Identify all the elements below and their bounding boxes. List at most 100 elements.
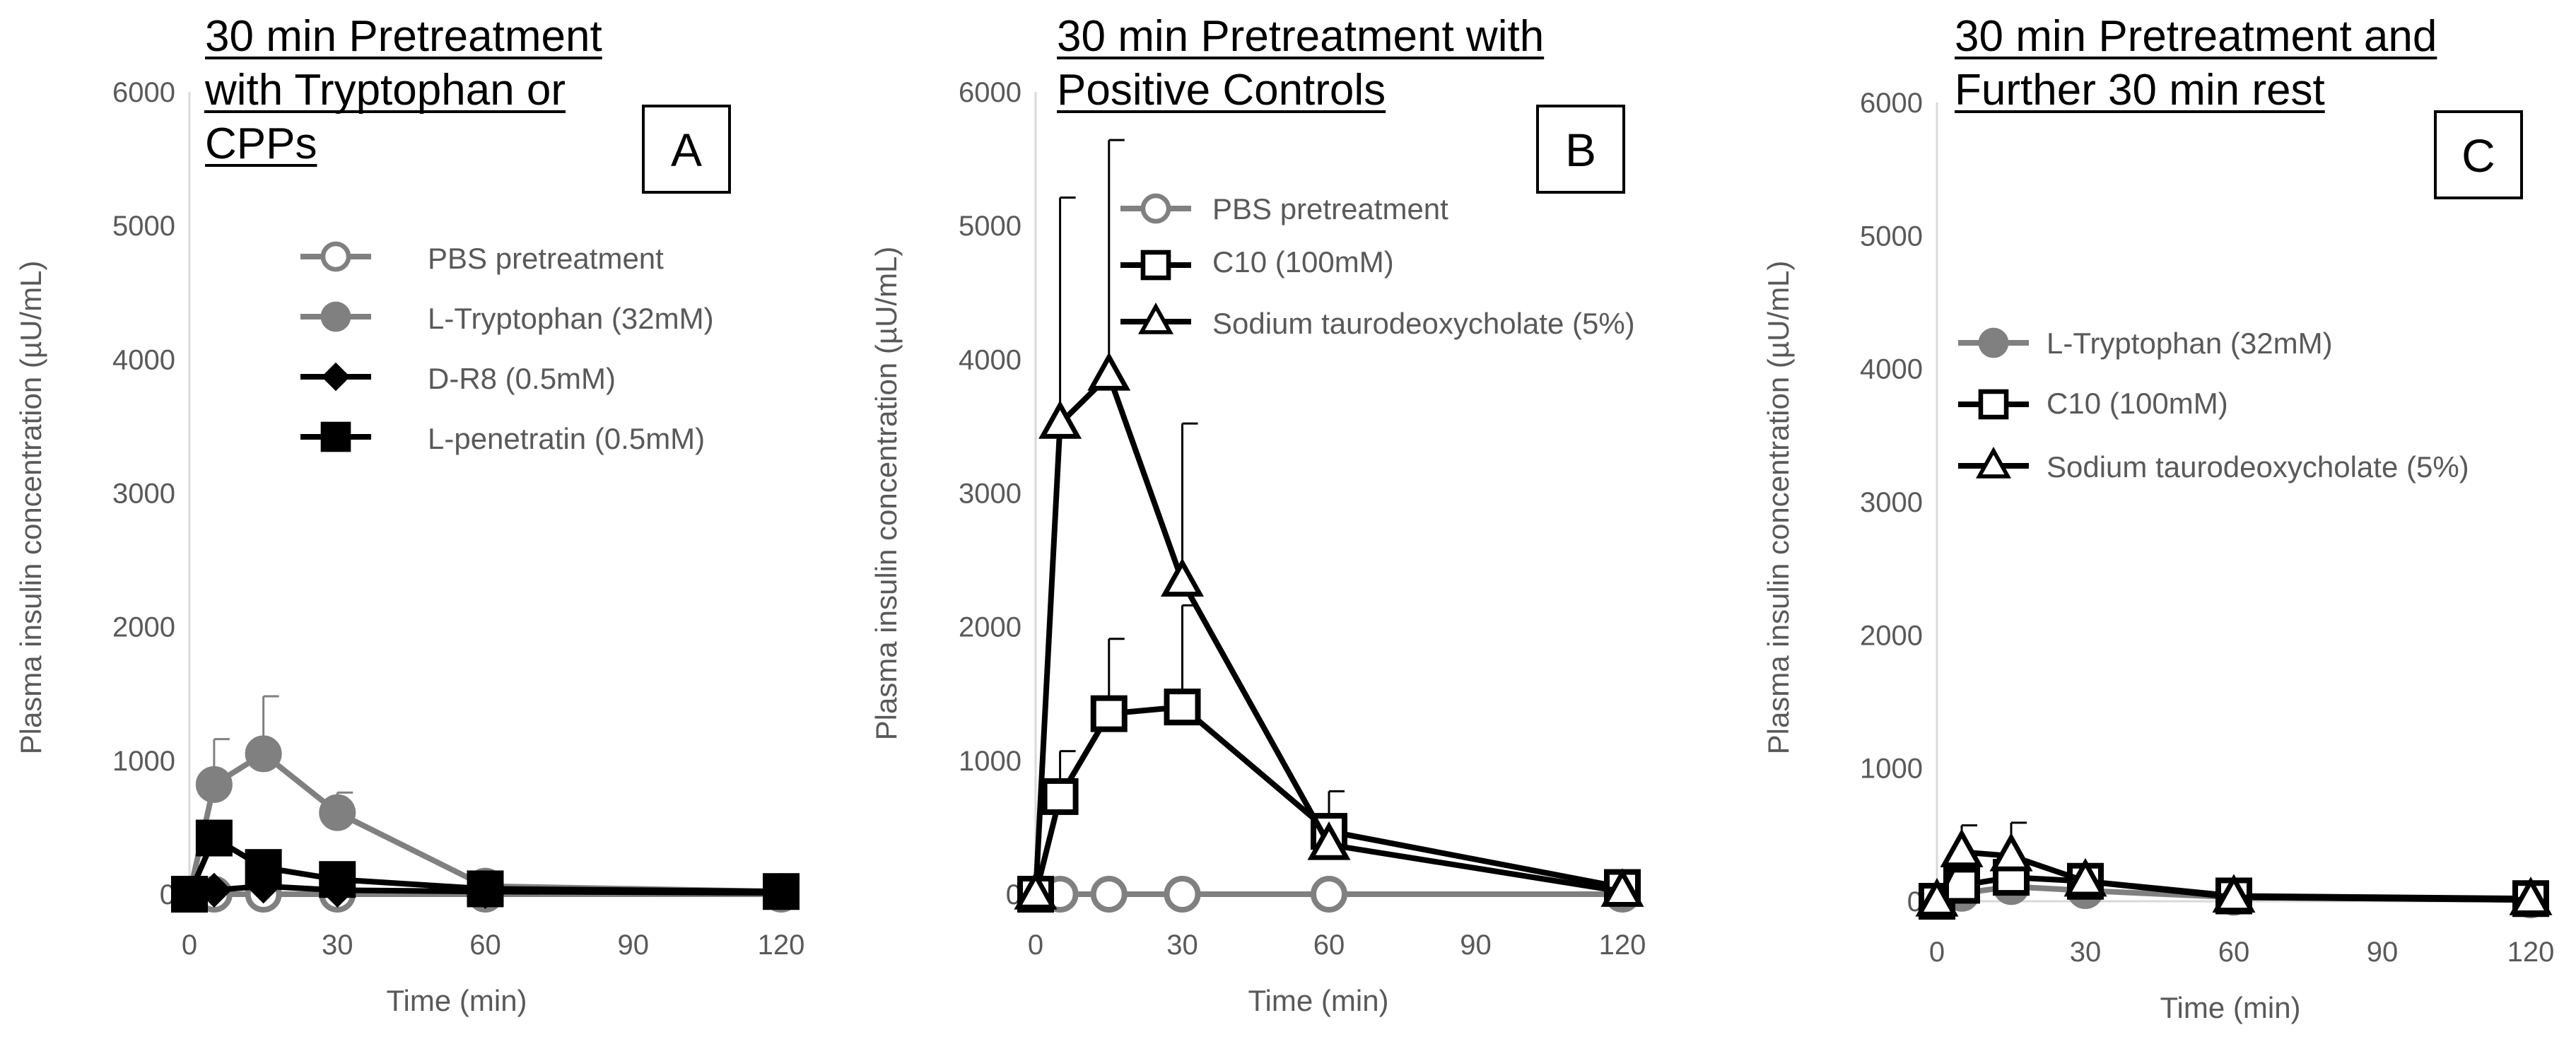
panel-c-legend-symbol xyxy=(1958,327,2029,358)
panel-c-title-line-1: 30 min Pretreatment and xyxy=(1955,12,2437,61)
panel-b-x-tick-label: 90 xyxy=(1460,930,1492,961)
panel-a-legend-label: D-R8 (0.5mM) xyxy=(428,362,616,395)
panel-b-y-axis-label: Plasma insulin concentration (µU/mL) xyxy=(870,247,903,741)
panel-a-legend-marker xyxy=(320,241,351,272)
panel-c-y-tick-label: 6000 xyxy=(1860,88,1923,119)
panel-b-legend-label: Sodium taurodeoxycholate (5%) xyxy=(1212,307,1635,340)
panel-b-y-tick-label: 6000 xyxy=(959,77,1021,108)
panel-a-title-underline xyxy=(204,57,602,167)
panel-a-data-point xyxy=(245,735,282,773)
panel-a-data-point xyxy=(171,876,208,913)
panel-a-title-line-2: with Tryptophan or xyxy=(204,66,566,115)
panel-a-title-line-1: 30 min Pretreatment xyxy=(205,12,602,61)
panel-b-plot-area xyxy=(1014,139,1644,913)
panel-c-label: C xyxy=(2461,129,2495,182)
panel-b-series-line xyxy=(1033,373,1623,895)
panel-a-y-tick-label: 4000 xyxy=(112,344,175,375)
panel-b-series xyxy=(1017,876,1641,913)
panel-b-data-point xyxy=(1014,871,1058,910)
panel-c-x-tick-label: 0 xyxy=(1929,937,1945,968)
panel-c-data-point xyxy=(2212,874,2256,913)
panel-a-label-box xyxy=(642,105,731,194)
panel-c-title-line-2: Further 30 min rest xyxy=(1955,66,2325,115)
panel-a-x-tick-label: 0 xyxy=(182,930,197,961)
panel-c-legend-label: Sodium taurodeoxycholate (5%) xyxy=(2047,450,2469,484)
panel-b-data-point xyxy=(1600,868,1644,907)
panel-c-label-box xyxy=(2434,110,2523,199)
panel-a-legend-label: L-penetratin (0.5mM) xyxy=(428,422,705,455)
panel-b-x-tick-label: 120 xyxy=(1599,930,1646,961)
panel-a-legend-marker xyxy=(320,421,351,452)
panel-b-data-point xyxy=(1161,558,1204,597)
panel-b-y-tick-label: 5000 xyxy=(959,211,1021,242)
panel-b-x-tick-label: 60 xyxy=(1313,930,1345,961)
panel-b-data-point xyxy=(1164,688,1201,726)
panel-b-legend: PBS pretreatment C10 (100mM) Sodium taur… xyxy=(1120,192,1635,340)
panel-b-legend-symbol xyxy=(1120,193,1191,224)
panel-b-title-underline xyxy=(1057,57,1545,113)
panel-c-data-point xyxy=(2063,857,2107,897)
panel-b-x-tick-label: 30 xyxy=(1166,930,1198,961)
panel-c-legend-item: C10 (100mM) xyxy=(1958,387,2228,420)
panel-c-x-tick-label: 30 xyxy=(2070,937,2102,968)
panel-a-x-tick-label: 90 xyxy=(618,930,650,961)
panel-a-title-line-3: CPPs xyxy=(205,119,317,168)
panel-c-legend-symbol xyxy=(1958,446,2029,479)
panel-b-label-box xyxy=(1536,105,1625,194)
panel-c-legend-item: Sodium taurodeoxycholate (5%) xyxy=(1958,446,2469,484)
panel-a-y-tick-label: 5000 xyxy=(112,211,175,242)
panel-b-y-tick-label: 1000 xyxy=(959,746,1021,777)
panel-c-y-tick-label: 3000 xyxy=(1860,487,1923,518)
panel-a-legend-marker xyxy=(321,362,351,392)
panel-b-x-axis-label: Time (min) xyxy=(1248,984,1388,1017)
panel-a-data-point xyxy=(245,849,282,886)
panel-b-title-line-2: Positive Controls xyxy=(1057,66,1386,115)
panel-c-x-tick-label: 120 xyxy=(2507,937,2555,968)
panel-a-y-tick-label: 3000 xyxy=(112,479,175,510)
panel-c-series xyxy=(1915,821,2553,917)
panel-c-legend: L-Tryptophan (32mM) C10 (100mM) Sodium t… xyxy=(1958,327,2469,484)
panel-a-legend-symbol xyxy=(300,241,371,272)
panel-a-legend-symbol xyxy=(300,301,371,332)
panel-c-x-axis-label: Time (min) xyxy=(2160,991,2300,1024)
panel-a-data-point xyxy=(195,766,233,803)
panel-c-y-tick-label: 4000 xyxy=(1860,354,1923,385)
panel-b-data-point xyxy=(1087,352,1131,391)
panel-a-data-point xyxy=(467,870,504,908)
panel-c-legend-label: L-Tryptophan (32mM) xyxy=(2047,327,2333,360)
panel-c-data-point xyxy=(1940,828,1984,867)
panel-b-series xyxy=(1017,604,1641,913)
panel-b-legend-item: PBS pretreatment xyxy=(1120,192,1448,225)
panel-a-legend: PBS pretreatment L-Tryptophan (32mM) D-R… xyxy=(300,241,714,455)
panel-a-data-point xyxy=(763,873,800,910)
panel-a-plot-area xyxy=(171,695,800,913)
panel-a-label: A xyxy=(671,124,702,176)
panel-a-legend-marker xyxy=(320,301,351,332)
panel-c-data-point xyxy=(1915,878,1959,917)
panel-c-y-tick-label: 1000 xyxy=(1860,754,1923,785)
panel-c-plot-area xyxy=(1915,821,2553,920)
panel-a-legend-item: L-Tryptophan (32mM) xyxy=(300,301,714,335)
panel-a-legend-label: L-Tryptophan (32mM) xyxy=(428,302,714,335)
panel-c-data-point xyxy=(2509,877,2553,915)
panel-c-legend-label: C10 (100mM) xyxy=(2047,387,2228,420)
panel-b-series xyxy=(1014,139,1644,910)
panel-a-legend-symbol xyxy=(300,362,371,392)
panel-a-x-tick-label: 60 xyxy=(469,930,501,961)
panel-c-title-underline xyxy=(1955,57,2437,113)
panel-b-legend-marker xyxy=(1140,250,1171,281)
panel-c-x-tick-label: 60 xyxy=(2218,937,2250,968)
panel-a: 30 min Pretreatment with Tryptophan or C… xyxy=(14,12,804,1017)
panel-b-data-point xyxy=(1041,778,1079,815)
panel-c: 30 min Pretreatment and Further 30 min r… xyxy=(1762,12,2554,1024)
panel-c-x-tick-label: 90 xyxy=(2367,937,2399,968)
panel-a-x-tick-label: 30 xyxy=(322,930,353,961)
panel-b-title-line-1: 30 min Pretreatment with xyxy=(1057,12,1544,61)
panel-c-y-axis-label: Plasma insulin concentration (µU/mL) xyxy=(1762,261,1795,755)
panel-b-legend-label: PBS pretreatment xyxy=(1212,192,1448,225)
panel-b-data-point xyxy=(1090,876,1128,913)
panel-b-legend-marker xyxy=(1137,302,1174,334)
panel-c-legend-marker xyxy=(1978,327,2009,358)
